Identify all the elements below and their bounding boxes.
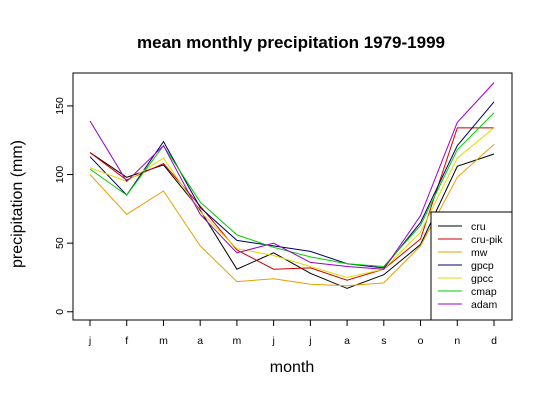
chart-title: mean monthly precipitation 1979-1999	[137, 33, 445, 52]
y-tick-label: 150	[54, 97, 66, 115]
legend-label-cru: cru	[471, 221, 486, 233]
x-tick-label: a	[344, 335, 350, 347]
y-tick-label: 100	[54, 166, 66, 184]
x-tick-label: j	[88, 335, 91, 347]
legend-label-cru-pik: cru-pik	[471, 234, 503, 246]
y-tick-label: 50	[54, 237, 66, 249]
x-tick-label: j	[308, 335, 311, 347]
x-tick-label: f	[125, 335, 128, 347]
x-axis-label: month	[270, 359, 314, 376]
legend-label-adam: adam	[471, 299, 498, 311]
y-axis-label: precipitation (mm)	[9, 140, 26, 268]
legend-label-gpcc: gpcc	[471, 273, 493, 285]
y-axis: 0 50 100 150	[54, 97, 73, 315]
series-line-gpcp	[89, 101, 495, 269]
legend-box	[430, 211, 513, 321]
series-line-mw	[89, 144, 495, 287]
x-tick-label: m	[159, 335, 168, 347]
y-tick-label: 0	[54, 309, 66, 315]
x-tick-label: j	[271, 335, 274, 347]
x-tick-label: m	[233, 335, 242, 347]
legend-label-mw: mw	[471, 247, 488, 259]
legend-label-cmap: cmap	[471, 286, 497, 298]
series-line-cru	[89, 152, 495, 289]
legend-label-gpcp: gpcp	[471, 260, 494, 272]
x-tick-label: o	[418, 335, 424, 347]
series-lines	[89, 82, 495, 289]
plot-frame	[72, 72, 513, 321]
series-line-cmap	[89, 112, 495, 268]
x-tick-label: a	[197, 335, 203, 347]
x-tick-label: s	[381, 335, 386, 347]
x-tick-label: d	[491, 335, 497, 347]
series-line-adam	[89, 82, 495, 270]
series-line-gpcc	[89, 127, 495, 279]
x-tick-label: n	[454, 335, 460, 347]
